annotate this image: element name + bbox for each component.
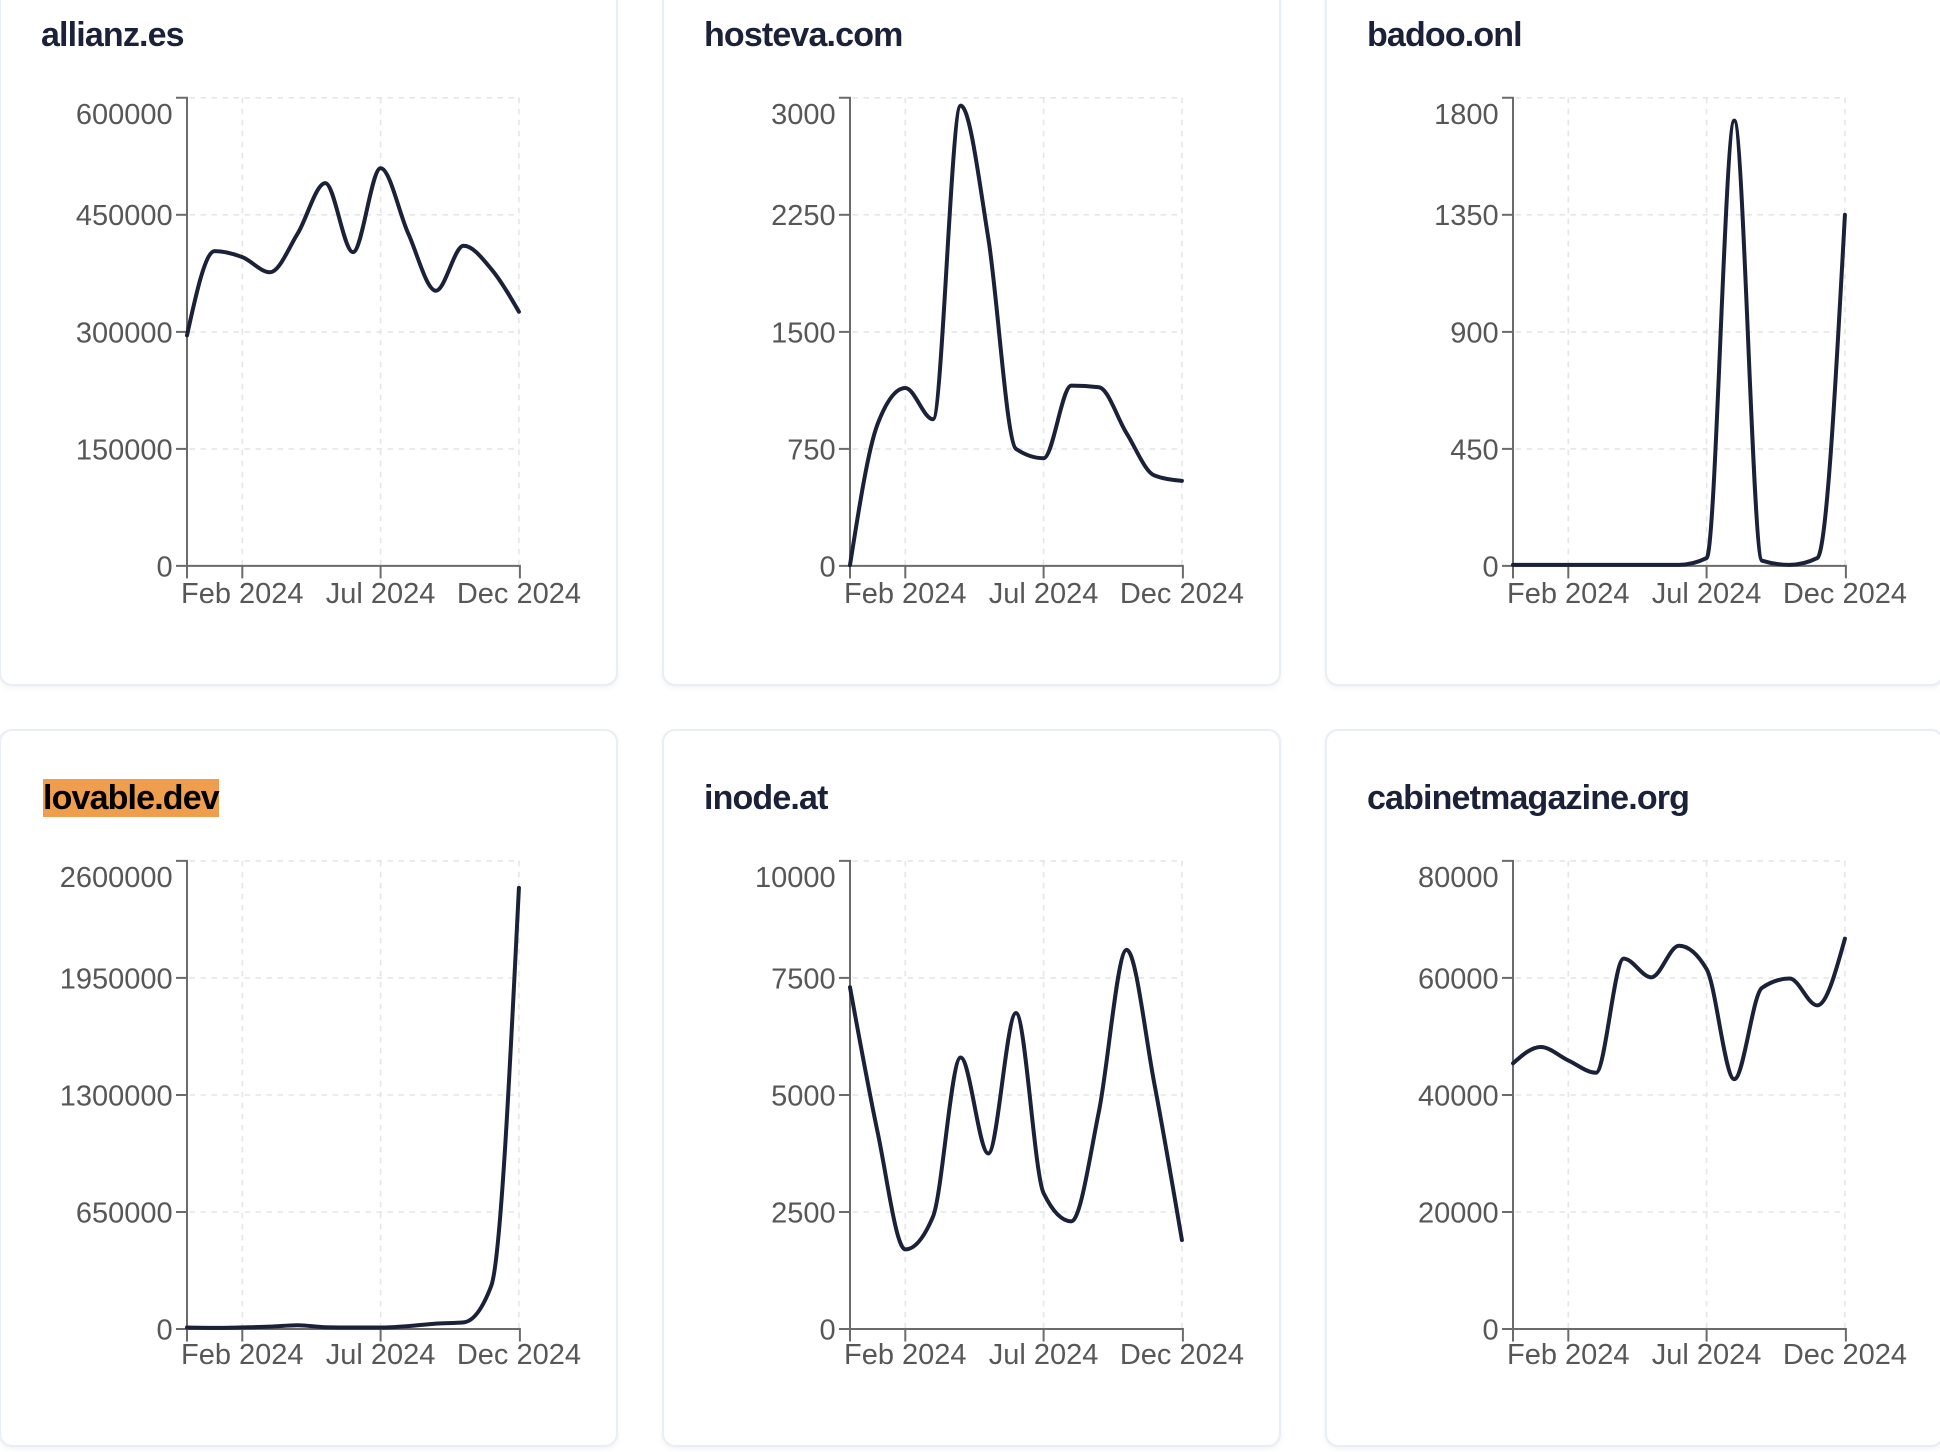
svg-text:3000: 3000 xyxy=(771,99,836,131)
svg-text:Dec 2024: Dec 2024 xyxy=(1119,578,1243,610)
svg-text:Jul 2024: Jul 2024 xyxy=(1651,1339,1761,1371)
svg-text:1500: 1500 xyxy=(771,317,836,349)
svg-text:20000: 20000 xyxy=(1417,1197,1498,1229)
svg-text:300000: 300000 xyxy=(75,317,172,349)
svg-text:Jul 2024: Jul 2024 xyxy=(988,1339,1098,1371)
svg-text:0: 0 xyxy=(1482,1314,1498,1346)
svg-text:60000: 60000 xyxy=(1417,963,1498,995)
svg-text:0: 0 xyxy=(156,551,172,583)
svg-text:0: 0 xyxy=(819,1314,835,1346)
svg-text:2500: 2500 xyxy=(771,1197,836,1229)
svg-text:Feb 2024: Feb 2024 xyxy=(1507,1339,1630,1371)
svg-text:450: 450 xyxy=(1450,434,1498,466)
svg-text:Jul 2024: Jul 2024 xyxy=(325,578,435,610)
svg-text:Dec 2024: Dec 2024 xyxy=(456,1339,580,1371)
svg-text:80000: 80000 xyxy=(1417,862,1498,894)
svg-text:1950000: 1950000 xyxy=(59,963,172,995)
svg-text:0: 0 xyxy=(156,1314,172,1346)
svg-text:2250: 2250 xyxy=(771,200,836,232)
svg-text:0: 0 xyxy=(819,551,835,583)
svg-text:Feb 2024: Feb 2024 xyxy=(181,1339,304,1371)
svg-text:1800: 1800 xyxy=(1434,99,1499,131)
svg-text:10000: 10000 xyxy=(754,862,835,894)
svg-text:Feb 2024: Feb 2024 xyxy=(844,578,967,610)
svg-text:Jul 2024: Jul 2024 xyxy=(1651,578,1761,610)
svg-text:900: 900 xyxy=(1450,317,1498,349)
svg-text:Dec 2024: Dec 2024 xyxy=(1119,1339,1243,1371)
svg-text:150000: 150000 xyxy=(75,434,172,466)
svg-text:Dec 2024: Dec 2024 xyxy=(1782,578,1906,610)
svg-text:Dec 2024: Dec 2024 xyxy=(1782,1339,1906,1371)
svg-text:750: 750 xyxy=(787,434,835,466)
svg-text:Feb 2024: Feb 2024 xyxy=(1507,578,1630,610)
svg-text:7500: 7500 xyxy=(771,963,836,995)
svg-text:450000: 450000 xyxy=(75,200,172,232)
svg-text:2600000: 2600000 xyxy=(59,862,172,894)
svg-text:1350: 1350 xyxy=(1434,200,1499,232)
svg-text:Jul 2024: Jul 2024 xyxy=(988,578,1098,610)
svg-text:Feb 2024: Feb 2024 xyxy=(844,1339,967,1371)
svg-text:600000: 600000 xyxy=(75,99,172,131)
svg-text:40000: 40000 xyxy=(1417,1080,1498,1112)
svg-text:Dec 2024: Dec 2024 xyxy=(456,578,580,610)
svg-text:Jul 2024: Jul 2024 xyxy=(325,1339,435,1371)
svg-text:Feb 2024: Feb 2024 xyxy=(181,578,304,610)
svg-text:1300000: 1300000 xyxy=(59,1080,172,1112)
svg-text:650000: 650000 xyxy=(75,1197,172,1229)
svg-text:0: 0 xyxy=(1482,551,1498,583)
svg-text:5000: 5000 xyxy=(771,1080,836,1112)
